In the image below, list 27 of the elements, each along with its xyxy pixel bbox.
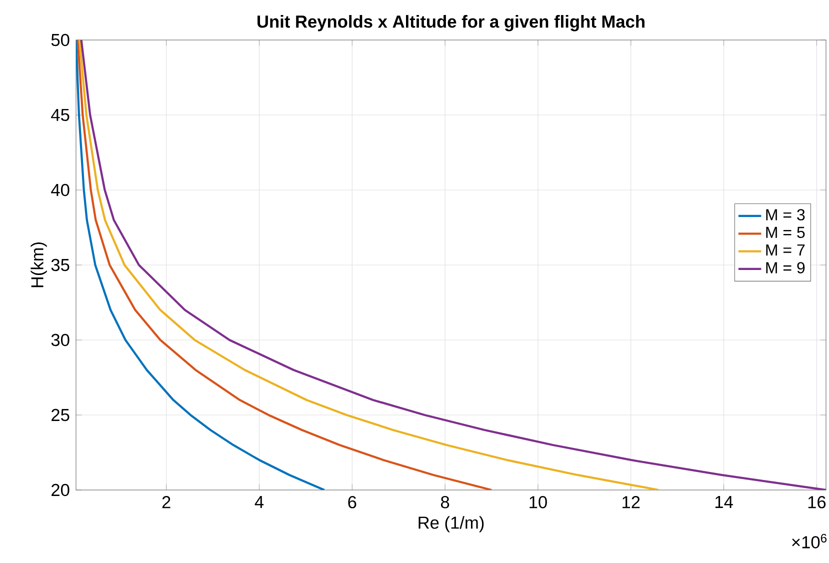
y-tick-label: 25: [52, 408, 70, 422]
x-tick-label: 4: [254, 496, 264, 508]
legend-label: M = 3: [766, 209, 805, 220]
x-tick-label: 16: [808, 496, 826, 508]
x-tick-label: 2: [162, 496, 170, 508]
text: ×10$^{6}$: [792, 534, 827, 548]
line-series: [76, 40, 493, 490]
legend-label: M = 7: [766, 244, 805, 256]
line-series: [78, 40, 660, 490]
legend-label: M = 5: [766, 226, 805, 238]
x-tick-label: 6: [348, 496, 356, 508]
y-tick-label: 40: [51, 184, 70, 196]
x-tick-label: 14: [715, 496, 733, 508]
y-tick-label: 35: [51, 258, 70, 272]
y-tick-label: 20: [52, 484, 70, 496]
x-axis-title: Re (1/m): [418, 516, 484, 532]
y-tick-label: 50: [51, 34, 70, 46]
x-tick-label: 8: [440, 496, 450, 508]
y-tick-label: 45: [51, 108, 70, 122]
line-series: [76, 40, 326, 490]
y-axis-title: H(km): [30, 242, 47, 288]
x-tick-label: 10: [530, 496, 547, 508]
y-tick-label: 30: [51, 334, 70, 346]
chart-title: Unit Reynolds x Altitude for a given flight Mach: [258, 15, 644, 32]
line-series: [80, 40, 826, 490]
legend-label: M = 9: [766, 262, 805, 274]
x-tick-label: 12: [622, 496, 640, 508]
